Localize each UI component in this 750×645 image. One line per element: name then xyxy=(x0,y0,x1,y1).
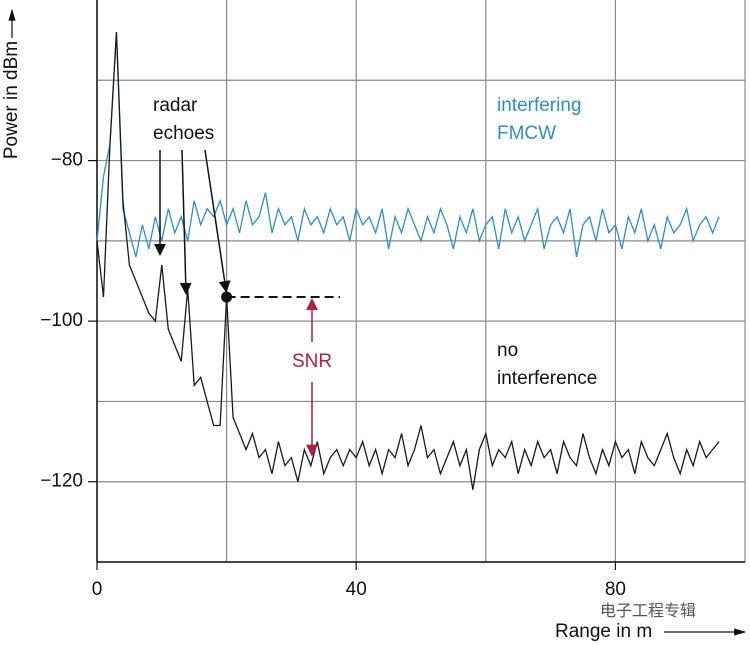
x-tick-label: 0 xyxy=(92,579,103,600)
x-tick-label: 40 xyxy=(346,579,367,600)
grid: −80 −100 −120 0 40 80 xyxy=(40,0,746,600)
y-tick-label: −80 xyxy=(51,150,83,171)
x-axis-label: Range in m xyxy=(555,621,652,642)
snr-marker xyxy=(221,291,233,303)
series-line xyxy=(96,32,720,258)
echoes-label: radar echoes xyxy=(153,95,215,144)
y-tick-label: −100 xyxy=(40,310,83,331)
y-tick-label: −120 xyxy=(40,471,83,492)
series-line xyxy=(96,32,720,490)
annotation-arrow xyxy=(179,149,192,295)
snr-label: SNR xyxy=(292,351,332,372)
annotation-arrow xyxy=(204,149,231,293)
watermark: 电子工程专辑 xyxy=(600,602,696,620)
series-label: no interference xyxy=(497,340,598,389)
series-label: interfering FMCW xyxy=(497,95,582,144)
x-tick-label: 80 xyxy=(605,579,626,600)
y-axis-label: Power in dBm xyxy=(1,41,22,159)
plot xyxy=(96,32,720,490)
